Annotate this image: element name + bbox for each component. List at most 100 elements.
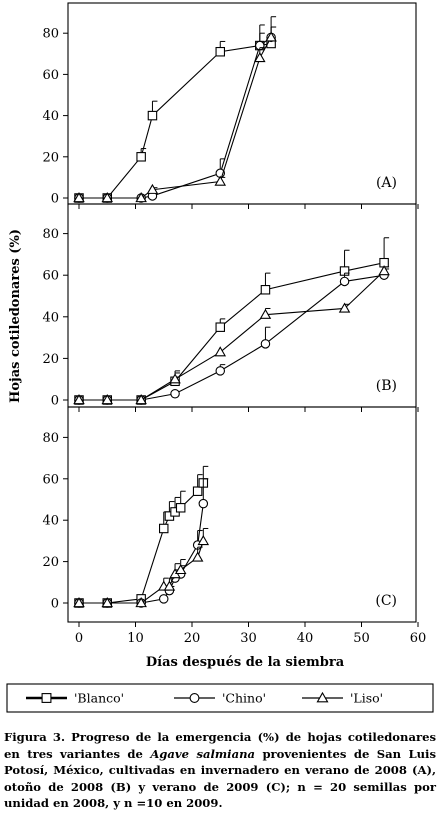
data-point xyxy=(147,110,158,121)
x-tick-label: 30 xyxy=(240,631,257,646)
data-point xyxy=(378,265,390,276)
data-point xyxy=(135,192,147,203)
series-line xyxy=(79,503,204,604)
data-point xyxy=(159,594,169,604)
panel-b: 0 20 40 60 80 (B) xyxy=(42,203,419,412)
series-triangle xyxy=(73,527,210,608)
legend-label: 'Chino' xyxy=(222,691,266,706)
data-point xyxy=(259,308,272,319)
data-point xyxy=(198,498,209,509)
plot-frame xyxy=(67,406,417,623)
legend-item: 'Chino' xyxy=(174,691,266,706)
series-line xyxy=(79,37,272,199)
data-point xyxy=(215,46,226,57)
legend-item: 'Liso' xyxy=(302,691,383,706)
data-point xyxy=(338,302,351,313)
legend-label: 'Liso' xyxy=(350,691,383,706)
data-point xyxy=(169,373,181,384)
legend-marker xyxy=(189,693,200,703)
x-tick-label: 20 xyxy=(184,631,201,646)
legend-marker xyxy=(316,691,329,703)
y-tick-label: 40 xyxy=(42,109,59,124)
series-square xyxy=(74,24,277,203)
panel-label: (A) xyxy=(376,175,397,191)
y-tick-label: 80 xyxy=(42,27,59,42)
x-axis-title: Días después de la siembra xyxy=(146,655,345,670)
legend-label: 'Blanco' xyxy=(74,691,124,706)
data-point xyxy=(101,597,114,608)
data-point xyxy=(146,183,159,194)
series-line xyxy=(79,262,385,401)
legend: 'Blanco' 'Chino' 'Liso' xyxy=(6,683,434,713)
y-tick-label: 60 xyxy=(42,68,59,83)
y-tick-label: 0 xyxy=(51,394,59,409)
data-point xyxy=(135,597,147,608)
y-tick-label: 80 xyxy=(42,227,59,242)
data-point xyxy=(73,597,85,608)
y-tick-label: 0 xyxy=(51,192,59,207)
x-tick-label: 10 xyxy=(127,631,144,646)
data-point xyxy=(192,486,203,496)
data-point xyxy=(260,339,271,349)
data-point xyxy=(215,366,226,376)
y-tick-label: 40 xyxy=(42,310,59,325)
x-tick-label: 60 xyxy=(410,631,427,646)
data-point xyxy=(163,580,176,591)
y-tick-label: 60 xyxy=(42,269,59,284)
y-tick-label: 20 xyxy=(42,555,59,570)
y-tick-label: 20 xyxy=(42,352,59,367)
x-tick-label: 50 xyxy=(353,631,370,646)
y-tick-label: 0 xyxy=(51,597,59,612)
y-tick-label: 40 xyxy=(42,514,59,529)
y-tick-label: 60 xyxy=(42,472,59,487)
plot-frame xyxy=(67,203,417,408)
series-square xyxy=(74,465,209,608)
data-point xyxy=(136,152,146,162)
panel-c: 0 20 40 60 80 0 10 20 30 40 50 60 (C) xyxy=(42,406,427,646)
series-triangle xyxy=(73,16,277,203)
panel-label: (B) xyxy=(376,378,397,394)
data-point xyxy=(174,563,187,575)
y-tick-label: 80 xyxy=(42,431,59,446)
y-axis-title: Hojas cotiledonares (%) xyxy=(8,229,23,403)
data-point xyxy=(254,51,266,63)
data-point xyxy=(265,31,277,42)
caption-text: Figura 3. Progreso de la emergencia (%) … xyxy=(4,730,436,761)
data-point xyxy=(214,346,227,357)
data-point xyxy=(214,175,227,186)
data-point xyxy=(101,394,114,405)
chart-panels: 0 20 40 60 80 (A) 0 20 40 60 80 (B) 0 20 40 60 80 0 10 20 30… xyxy=(42,2,427,646)
panel-a: 0 20 40 60 80 (A) xyxy=(42,2,419,209)
data-point xyxy=(197,534,210,546)
data-point xyxy=(170,389,180,399)
x-tick-label: 0 xyxy=(75,631,83,646)
data-point xyxy=(191,551,204,562)
data-point xyxy=(215,322,226,332)
series-circle xyxy=(74,268,390,405)
series-line xyxy=(79,482,204,604)
data-point xyxy=(260,285,271,295)
legend-item: 'Blanco' xyxy=(26,691,124,706)
series-line xyxy=(79,42,272,199)
data-point xyxy=(175,503,186,513)
data-point xyxy=(101,192,114,203)
figure-caption: Figura 3. Progreso de la emergencia (%) … xyxy=(4,729,436,812)
series-triangle xyxy=(73,265,390,405)
legend-marker xyxy=(41,693,52,703)
series-square xyxy=(74,237,390,405)
legend-box xyxy=(6,683,434,713)
series-line xyxy=(79,274,385,401)
y-tick-label: 20 xyxy=(42,150,59,165)
data-point xyxy=(135,394,147,405)
caption-species: Agave salmiana xyxy=(150,746,256,761)
x-tick-label: 40 xyxy=(297,631,314,646)
data-point xyxy=(73,394,85,405)
series-line xyxy=(79,36,272,199)
series-circle xyxy=(74,26,277,203)
data-point xyxy=(339,276,350,287)
emergence-figure: 0 20 40 60 80 (A) 0 20 40 60 80 (B) 0 20 40 60 80 0 10 20 30… xyxy=(6,2,434,713)
series-line xyxy=(79,270,385,401)
panel-label: (C) xyxy=(375,593,397,609)
caption-text-2: provenientes de San Luis Potosí, México,… xyxy=(4,746,436,811)
data-point xyxy=(73,192,85,203)
